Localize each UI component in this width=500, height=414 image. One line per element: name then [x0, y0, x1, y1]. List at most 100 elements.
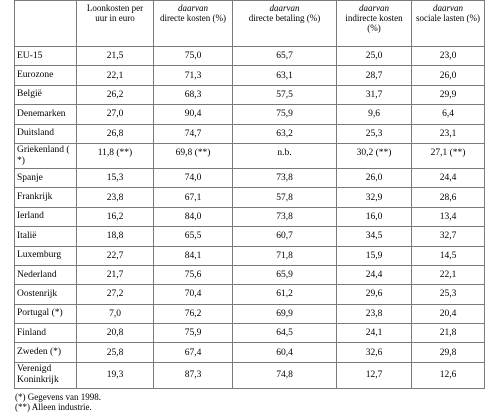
footnote: (**) Alleen industrie. [15, 401, 92, 412]
table-body: EU-15 21,5 75,0 65,7 25,0 23,0 Eurozone 22,1 71,… [14, 45, 485, 389]
value-cell: 75,6 [153, 264, 233, 286]
value-cell: 16,0 [336, 206, 412, 228]
value-cell: 74,8 [232, 361, 337, 389]
value-cell: 18,8 [76, 226, 154, 247]
table-row: Oostenrijk 27,2 70,4 61,2 29,6 25,3 [14, 284, 485, 305]
value-cell: 69,8 (**) [153, 142, 233, 169]
value-cell: 15,9 [336, 245, 412, 266]
value-cell: 32,7 [411, 226, 485, 247]
country-cell: Nederland [14, 264, 77, 286]
country-cell: Griekenland ( *) [14, 142, 77, 169]
header-indirecte-kosten: daarvan indirecte kosten (%) [336, 0, 412, 47]
value-cell: 23,8 [76, 187, 154, 208]
table-row: Zweden (*) 25,8 67,4 60,4 32,6 29,8 [14, 342, 485, 363]
table-row: Griekenland ( *) 11,8 (**) 69,8 (**) n.b. 30… [14, 142, 485, 169]
table-row: Eurozone 22,1 71,3 63,1 28,7 26,0 [14, 65, 485, 86]
value-cell: 20,4 [411, 303, 485, 325]
country-cell: Eurozone [14, 65, 77, 86]
value-cell: 25,3 [411, 284, 485, 305]
header-sociale-lasten: daarvan sociale lasten (%) [411, 0, 485, 47]
table-row: Luxemburg 22,7 84,1 71,8 15,9 14,5 [14, 245, 485, 266]
value-cell: 7,0 [76, 303, 154, 325]
value-cell: 12,7 [336, 361, 412, 389]
value-cell: 31,7 [336, 84, 412, 106]
value-cell: 28,7 [336, 65, 412, 86]
country-cell: Spanje [14, 167, 77, 189]
value-cell: 32,9 [336, 187, 412, 208]
table-row: Spanje 15,3 74,0 73,8 26,0 24,4 [14, 167, 485, 189]
value-cell: 70,4 [153, 284, 233, 305]
value-cell: 65,7 [232, 45, 337, 67]
table-row: EU-15 21,5 75,0 65,7 25,0 23,0 [14, 45, 485, 67]
header-country [14, 0, 77, 47]
value-cell: 19,3 [76, 361, 154, 389]
table-row: Portugal (*) 7,0 76,2 69,9 23,8 20,4 [14, 303, 485, 325]
value-cell: 67,4 [153, 342, 233, 363]
header-directe-betaling: daarvan directe betaling (%) [232, 0, 337, 47]
value-cell: 60,4 [232, 342, 337, 363]
value-cell: 71,8 [232, 245, 337, 266]
value-cell: 87,3 [153, 361, 233, 389]
table-row: Nederland 21,7 75,6 65,9 24,4 22,1 [14, 264, 485, 286]
value-cell: 75,0 [153, 45, 233, 67]
country-cell: EU-15 [14, 45, 77, 67]
footnote: (*) Gegevens van 1998. [15, 391, 101, 402]
table-row: Verenigd Koninkrijk 19,3 87,3 74,8 12,7 12,6 [14, 361, 485, 389]
value-cell: 22,1 [76, 65, 154, 86]
value-cell: 64,5 [232, 323, 337, 344]
value-cell: 63,2 [232, 123, 337, 144]
country-cell: Luxemburg [14, 245, 77, 266]
value-cell: 84,1 [153, 245, 233, 266]
value-cell: 16,2 [76, 206, 154, 228]
value-cell: 57,5 [232, 84, 337, 106]
country-cell: Oostenrijk [14, 284, 77, 305]
value-cell: 26,2 [76, 84, 154, 106]
value-cell: 26,0 [411, 65, 485, 86]
footnotes: (*) Gegevens van 1998. (**) Alleen indus… [14, 392, 484, 412]
value-cell: 29,8 [411, 342, 485, 363]
value-cell: n.b. [232, 142, 337, 169]
value-cell: 9,6 [336, 104, 412, 125]
table-row: Frankrijk 23,8 67,1 57,8 32,9 28,6 [14, 187, 485, 208]
value-cell: 23,8 [336, 303, 412, 325]
country-cell: België [14, 84, 77, 106]
value-cell: 14,5 [411, 245, 485, 266]
value-cell: 22,1 [411, 264, 485, 286]
value-cell: 30,2 (**) [336, 142, 412, 169]
value-cell: 74,0 [153, 167, 233, 189]
value-cell: 67,1 [153, 187, 233, 208]
value-cell: 27,2 [76, 284, 154, 305]
value-cell: 23,1 [411, 123, 485, 144]
country-cell: Duitsland [14, 123, 77, 144]
value-cell: 76,2 [153, 303, 233, 325]
value-cell: 73,8 [232, 167, 337, 189]
value-cell: 27,0 [76, 104, 154, 125]
header-loonkosten: Loonkosten per uur in euro [76, 0, 154, 47]
value-cell: 65,9 [232, 264, 337, 286]
country-cell: Zweden (*) [14, 342, 77, 363]
labour-cost-table: Loonkosten per uur in euro daarvan direc… [14, 0, 485, 389]
value-cell: 74,7 [153, 123, 233, 144]
value-cell: 25,8 [76, 342, 154, 363]
value-cell: 12,6 [411, 361, 485, 389]
value-cell: 75,9 [153, 323, 233, 344]
country-cell: Italië [14, 226, 77, 247]
value-cell: 75,9 [232, 104, 337, 125]
value-cell: 24,4 [411, 167, 485, 189]
value-cell: 21,8 [411, 323, 485, 344]
value-cell: 26,0 [336, 167, 412, 189]
value-cell: 24,1 [336, 323, 412, 344]
country-cell: Finland [14, 323, 77, 344]
value-cell: 21,7 [76, 264, 154, 286]
value-cell: 22,7 [76, 245, 154, 266]
value-cell: 25,3 [336, 123, 412, 144]
table-row: Finland 20,8 75,9 64,5 24,1 21,8 [14, 323, 485, 344]
table-row: België 26,2 68,3 57,5 31,7 29,9 [14, 84, 485, 106]
value-cell: 23,0 [411, 45, 485, 67]
value-cell: 27,1 (**) [411, 142, 485, 169]
value-cell: 28,6 [411, 187, 485, 208]
table-row: Ierland 16,2 84,0 73,8 16,0 13,4 [14, 206, 485, 228]
country-cell: Denemarken [14, 104, 77, 125]
country-cell: Portugal (*) [14, 303, 77, 325]
value-cell: 24,4 [336, 264, 412, 286]
